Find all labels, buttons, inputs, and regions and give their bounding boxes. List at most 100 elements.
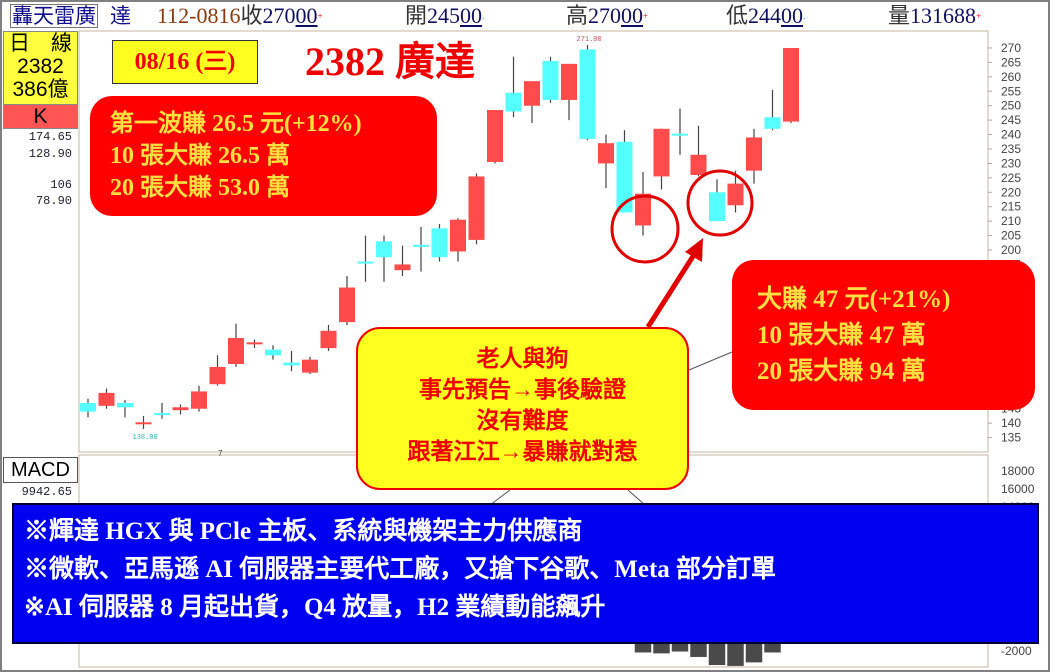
up-mark-icon: + <box>976 11 982 21</box>
candle[interactable] <box>542 56 559 103</box>
candle[interactable] <box>635 172 651 236</box>
candle[interactable] <box>320 325 337 352</box>
y-tick-label: 250 <box>1001 99 1021 113</box>
candle[interactable] <box>394 245 411 276</box>
date-code: 112-0816 <box>157 3 241 28</box>
candle[interactable] <box>339 275 355 326</box>
candle-body <box>653 128 670 177</box>
stock-name[interactable]: 轟天雷廣 <box>10 4 98 28</box>
candle-body <box>672 133 688 136</box>
candle[interactable] <box>672 108 688 155</box>
open-value: 245 <box>427 3 461 28</box>
arrow-icon <box>645 248 700 329</box>
low-label: 低 <box>726 3 749 28</box>
candle[interactable] <box>117 400 133 418</box>
candle-body <box>783 47 799 122</box>
candle[interactable] <box>746 128 762 184</box>
close-value-tail: 00 <box>295 3 318 28</box>
volume-label: 量 <box>888 3 911 28</box>
candle[interactable] <box>505 56 522 118</box>
candle[interactable] <box>80 398 96 418</box>
callout-line: 20 張大賺 94 萬 <box>757 358 926 385</box>
candle[interactable] <box>265 345 281 360</box>
chart-title: 2382 廣達 <box>305 39 475 84</box>
low-value: 244 <box>748 3 782 28</box>
candle-body <box>727 183 744 206</box>
high-value: 270 <box>588 3 622 28</box>
candle[interactable] <box>135 415 152 429</box>
k-chart-button[interactable]: K <box>3 104 78 129</box>
candle[interactable] <box>579 45 596 141</box>
candle[interactable] <box>413 226 429 272</box>
quote-volume: 量131688+ <box>888 3 981 29</box>
high-data-label: 271.00 <box>577 36 602 44</box>
candle-body <box>450 219 466 252</box>
candle-body <box>505 92 522 112</box>
candle[interactable] <box>487 110 503 164</box>
candle-body <box>468 176 485 240</box>
candle[interactable] <box>783 47 799 124</box>
callout-line: 10 張大賺 47 萬 <box>757 322 926 349</box>
high-value-tail: 00 <box>621 3 644 28</box>
candle[interactable] <box>653 128 670 190</box>
candle[interactable] <box>154 402 170 419</box>
candle[interactable] <box>283 351 300 372</box>
candle[interactable] <box>561 63 577 121</box>
first-wave-gain-callout: 第一波賺 26.5 元(+12%) 10 張大賺 26.5 萬 20 張大賺 5… <box>90 96 437 216</box>
highlight-circle <box>686 169 754 237</box>
candle-body <box>561 63 577 100</box>
macd-tick-label: 16000 <box>1001 482 1035 496</box>
open-value-tail: 00 <box>460 3 483 28</box>
candle[interactable] <box>357 235 374 282</box>
y-tick-label: 200 <box>1001 243 1021 257</box>
x-tick-label: 7 <box>218 449 223 458</box>
candle[interactable] <box>727 170 744 213</box>
candle[interactable] <box>172 404 189 415</box>
candle[interactable] <box>209 355 226 386</box>
candle[interactable] <box>191 385 207 412</box>
up-mark-icon: + <box>643 11 649 21</box>
macd-indicator-button[interactable]: MACD <box>3 457 78 483</box>
quote-open: 開24500. <box>405 3 484 29</box>
candle[interactable] <box>764 89 781 131</box>
candle[interactable] <box>431 224 448 262</box>
down-mark-icon: . <box>482 11 485 21</box>
date-badge: 08/16 (三) <box>112 40 258 84</box>
candle[interactable] <box>616 130 633 213</box>
y-tick-label: 140 <box>1001 416 1021 430</box>
candle[interactable] <box>450 218 466 262</box>
candle-body <box>357 261 374 264</box>
candle[interactable] <box>376 235 392 282</box>
candle[interactable] <box>468 173 485 245</box>
candle[interactable] <box>98 388 115 409</box>
info-banner: ※輝達 HGX 與 PCle 主板、系統與機架主力供應商 ※微軟、亞馬遜 AI … <box>12 503 1039 644</box>
candle[interactable] <box>228 323 244 367</box>
candle-body <box>764 117 781 129</box>
candle-body <box>598 143 614 164</box>
candle-body <box>339 287 355 323</box>
level-value: 78.90 <box>35 194 72 208</box>
high-label: 高 <box>566 3 589 28</box>
level-value: 128.90 <box>28 147 72 161</box>
candle[interactable] <box>302 356 318 375</box>
total-gain-callout: 大賺 47 元(+21%) 10 張大賺 47 萬 20 張大賺 94 萬 <box>732 260 1035 410</box>
candle-body <box>542 60 559 100</box>
candle[interactable] <box>709 179 725 222</box>
up-mark-icon: + <box>317 11 323 21</box>
candle-body <box>579 49 596 139</box>
y-tick-label: 245 <box>1001 113 1021 127</box>
candle[interactable] <box>690 125 707 177</box>
candle[interactable] <box>598 134 614 188</box>
low-value-tail: 00 <box>781 3 804 28</box>
period-label: 日 線 <box>9 32 72 55</box>
callout-line: 10 張大賺 26.5 萬 <box>110 143 290 169</box>
connector-line <box>627 489 646 506</box>
y-tick-label: 235 <box>1001 142 1021 156</box>
y-tick-label: 260 <box>1001 70 1021 84</box>
candle-body <box>394 264 411 271</box>
period-box[interactable]: 日 線 2382 386億 <box>3 31 78 105</box>
candle[interactable] <box>246 339 263 349</box>
y-tick-label: 215 <box>1001 200 1021 214</box>
note-callout: 老人與狗 事先預告→事後驗證 沒有難度 跟著江江→暴賺就對惹 <box>356 327 689 490</box>
candle[interactable] <box>524 81 540 124</box>
